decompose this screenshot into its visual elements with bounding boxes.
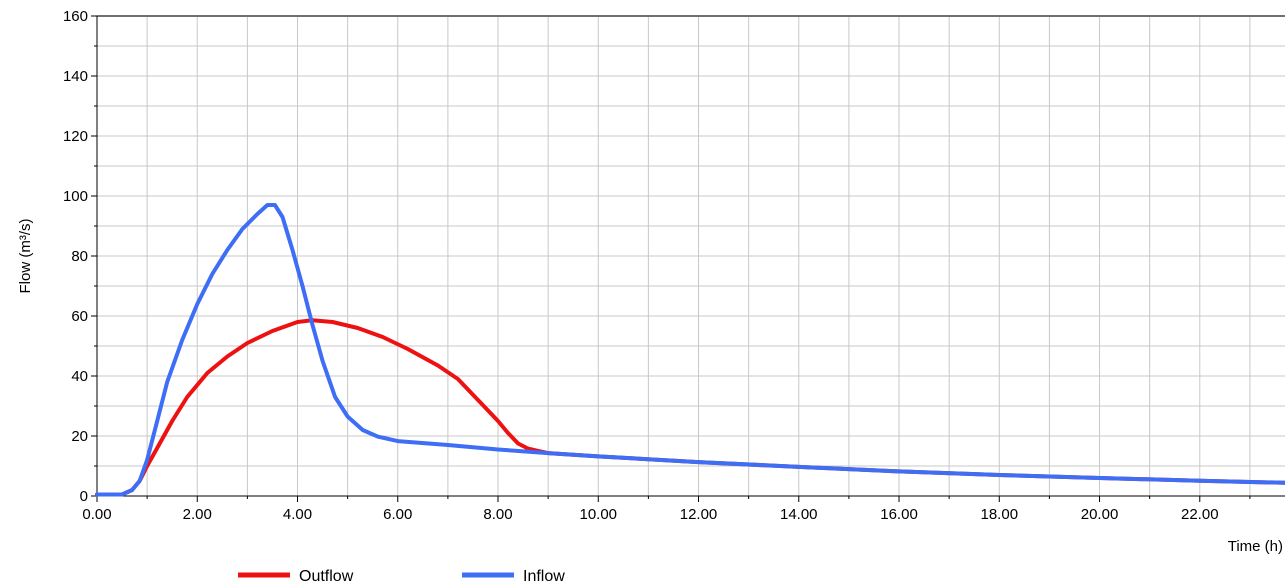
x-tick-label: 10.00 xyxy=(579,506,617,523)
y-tick-label: 60 xyxy=(71,308,88,325)
x-tick-label: 16.00 xyxy=(880,506,918,523)
x-tick-label: 12.00 xyxy=(680,506,718,523)
y-tick-label: 160 xyxy=(63,8,88,25)
y-tick-label: 20 xyxy=(71,428,88,445)
x-tick-label: 6.00 xyxy=(383,506,412,523)
tick-labels: 0 20 40 60 80 100 120 140 160 0.00 2.00 4.00 6.00 8.0… xyxy=(63,8,1219,523)
x-tick-label: 4.00 xyxy=(283,506,312,523)
legend-label-inflow: Inflow xyxy=(523,568,565,585)
y-tick-label: 0 xyxy=(80,488,88,505)
series-line-inflow xyxy=(95,203,1285,497)
legend: Outflow Inflow xyxy=(238,568,565,585)
x-tick-label: 18.00 xyxy=(981,506,1019,523)
axes xyxy=(91,15,1285,502)
series-lines xyxy=(95,203,1285,497)
x-axis-label: Time (h) xyxy=(1228,538,1283,555)
x-tick-label: 14.00 xyxy=(780,506,818,523)
y-tick-label: 80 xyxy=(71,248,88,265)
x-tick-label: 22.00 xyxy=(1181,506,1219,523)
legend-label-outflow: Outflow xyxy=(299,568,354,585)
x-tick-label: 20.00 xyxy=(1081,506,1119,523)
y-tick-label: 100 xyxy=(63,188,88,205)
x-tick-label: 0.00 xyxy=(82,506,111,523)
x-tick-label: 8.00 xyxy=(483,506,512,523)
y-axis-label: Flow (m³/s) xyxy=(17,219,34,294)
y-tick-label: 140 xyxy=(63,68,88,85)
grid xyxy=(97,16,1285,496)
y-tick-label: 120 xyxy=(63,128,88,145)
y-tick-label: 40 xyxy=(71,368,88,385)
x-tick-label: 2.00 xyxy=(183,506,212,523)
